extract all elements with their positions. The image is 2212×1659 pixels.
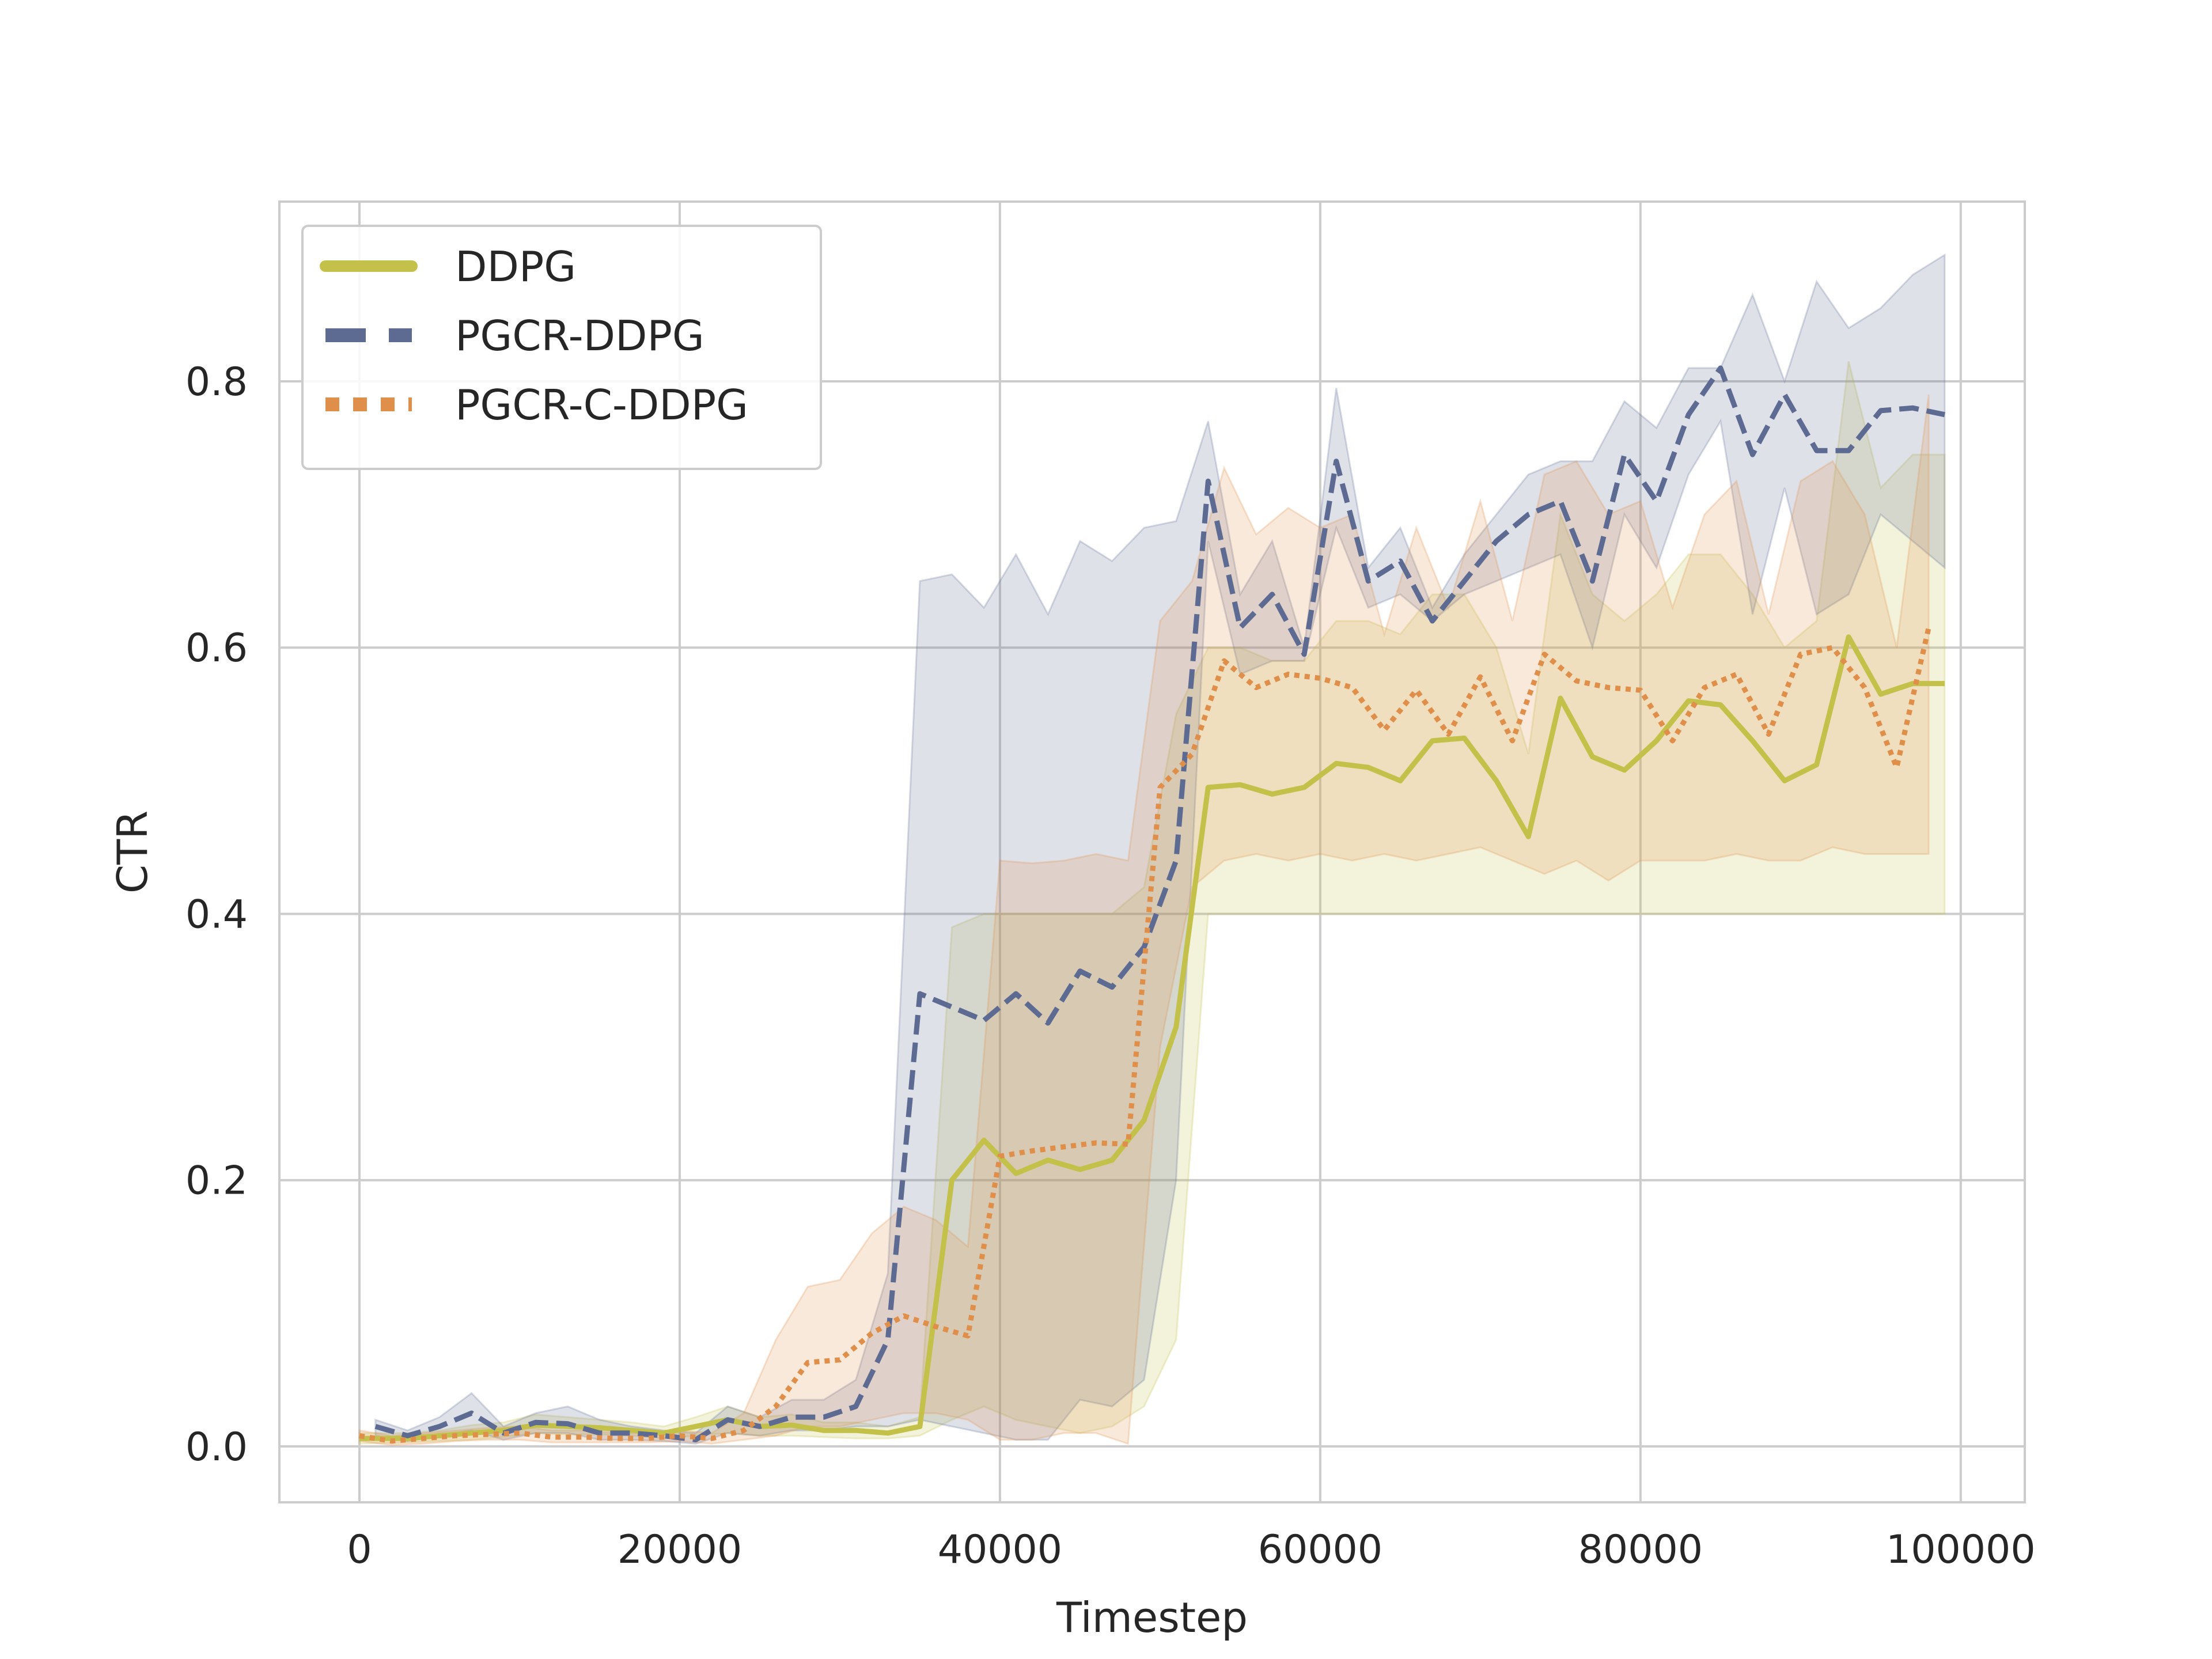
plot-frame (278, 200, 2026, 1503)
y-tick-label: 0.4 (185, 892, 248, 937)
legend: DDPG PGCR-DDPG PGCR-C-DDPG (301, 225, 822, 470)
band-pgcr-ddpg (374, 253, 1946, 1445)
x-tick-label: 40000 (938, 1527, 1062, 1573)
x-tick-label: 60000 (1258, 1527, 1382, 1573)
y-tick-label: 0.8 (185, 359, 248, 405)
series-lines (359, 365, 1945, 1444)
y-tick-label: 0.6 (185, 626, 248, 671)
legend-label-pgcr-c-ddpg: PGCR-C-DDPG (455, 381, 748, 429)
band-ddpg (358, 361, 1946, 1445)
legend-label-pgcr-ddpg: PGCR-DDPG (455, 312, 704, 360)
band-pgcr-c-ddpg (358, 394, 1930, 1446)
x-tick-label: 100000 (1886, 1527, 2036, 1573)
legend-label-ddpg: DDPG (455, 243, 576, 291)
x-axis-title: Timestep (1056, 1593, 1248, 1642)
series-line-ddpg (359, 634, 1945, 1441)
x-tick-label: 80000 (1578, 1527, 1703, 1573)
series-line-pgcr-c-ddpg (359, 627, 1931, 1444)
x-tick-label: 20000 (618, 1527, 742, 1573)
y-tick-label: 0.0 (185, 1425, 248, 1470)
x-tick-label: 0 (347, 1527, 372, 1573)
y-axis-title: CTR (108, 810, 157, 893)
y-tick-labels: 0.0 0.2 0.4 0.6 0.8 (185, 359, 248, 1470)
y-tick-label: 0.2 (185, 1158, 248, 1204)
x-tick-labels: 0 20000 40000 60000 80000 100000 (347, 1527, 2035, 1573)
legend-box (301, 225, 822, 470)
confidence-bands (358, 253, 1946, 1446)
series-line-pgcr-ddpg (374, 365, 1945, 1442)
